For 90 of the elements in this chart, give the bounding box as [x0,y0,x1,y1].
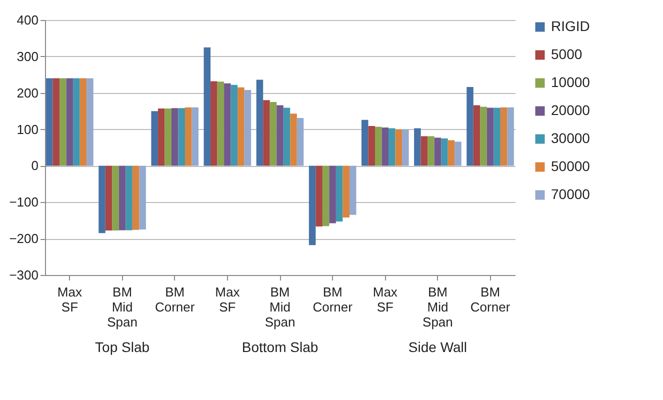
bar [105,166,112,231]
bar [361,120,368,166]
y-tick-label: 200 [16,85,38,100]
bar [210,81,218,166]
legend-label: 10000 [551,74,590,90]
x-tick-label: Max SF [372,284,398,314]
bar [375,126,382,166]
bar [256,80,264,166]
bar [507,107,514,166]
bar [349,166,356,215]
bar [158,108,165,166]
legend-label: 5000 [551,46,582,62]
bar [263,100,270,166]
text: Top Slab [95,339,150,355]
bar [434,138,442,166]
bar [126,166,132,230]
bar [66,78,74,166]
bar [164,108,172,166]
bar [414,128,421,166]
y-tick-label: −300 [9,268,38,282]
bar [296,118,304,166]
bar [322,166,330,226]
x-tick-label: BM Corner [312,284,354,314]
bar [151,111,158,166]
bar [428,136,434,166]
bar [238,87,244,166]
bar [473,105,480,166]
y-tick-label: 400 [16,12,38,28]
bar [171,108,178,166]
bar [382,127,389,166]
x-tick-label: BM Mid Span [422,284,453,330]
bar [494,108,500,166]
bar [336,166,343,222]
x-tick-label: BM Mid Span [107,284,138,330]
bar [132,166,140,230]
bar [112,166,119,231]
bar [466,87,474,166]
bar [420,136,428,166]
bar [388,128,396,166]
bar [204,47,211,166]
bar [98,166,106,234]
bar [60,78,66,166]
bar [118,166,126,230]
legend-label: 70000 [551,186,590,202]
x-tick-label: Max SF [215,284,240,314]
bar [402,130,409,166]
bar [486,108,494,166]
bar [46,78,53,166]
bar [316,166,322,227]
bar [290,114,297,166]
bar [270,102,277,166]
bar [80,78,87,166]
bar [184,107,192,166]
bar [441,138,448,166]
bar [480,106,487,166]
text: Bottom Slab [242,339,318,355]
bar [454,142,462,166]
y-tick-label: −100 [9,194,38,210]
bar [192,107,199,166]
bar [500,107,508,166]
bar [52,78,60,166]
bar [86,78,94,166]
y-tick-label: 100 [16,122,38,137]
bar [217,82,224,166]
bar [73,78,80,166]
bar [224,83,231,166]
bar [244,90,252,166]
legend-label: 20000 [551,102,590,118]
bar [329,166,336,224]
x-tick-label: BM Corner [470,284,511,314]
y-tick-label: −200 [9,231,38,246]
y-tick-label: 0 [31,158,38,174]
x-tick-label: BM Mid Span [264,284,296,330]
bar [283,108,290,166]
legend-label: RIGID [551,18,590,34]
bar [276,105,284,166]
text: Side Wall [408,339,468,355]
bar [178,108,185,166]
x-tick-label: BM Corner [154,284,196,314]
y-tick-label: 300 [16,48,38,64]
bar [448,140,455,166]
bar [230,84,238,166]
legend-label: 30000 [551,130,590,146]
legend-label: 50000 [551,158,590,174]
bar [395,130,402,166]
x-tick-label: Max SF [57,284,82,314]
bar [342,166,350,218]
bar [308,166,316,246]
bar [368,126,376,166]
bar [139,166,146,230]
